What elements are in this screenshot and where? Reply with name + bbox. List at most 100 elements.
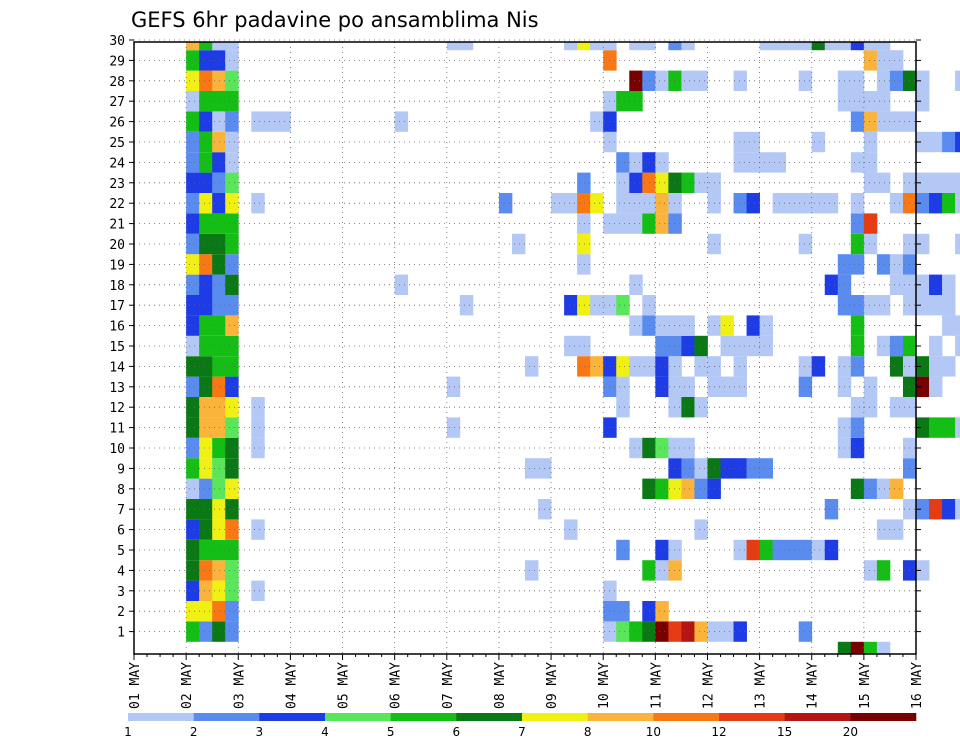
cell-member-17-step-25 [459,295,474,316]
colorbar-swatch [456,713,523,721]
cell-member-4-step-40 [655,560,669,581]
cell-member-22-step-32 [551,193,565,214]
cell-member-16-step-4 [186,315,200,336]
cell-member-17-step-7 [225,295,239,316]
cell-member-30-step-4 [186,42,200,51]
cell-member-1-step-42 [681,621,695,642]
chart-title: GEFS 6hr padavine po ansamblima Nis [131,8,539,32]
cell-member-25-step-4 [186,131,200,153]
cell-member-1-step-6 [212,621,226,642]
cell-member-19-step-6 [212,254,226,275]
cell-member-9-step-4 [186,458,200,479]
cell-member-14-step-38 [629,356,643,377]
cell-member-14-step-5 [199,356,213,377]
cell-member-21-step-4 [186,213,200,234]
colorbar-swatch [259,713,326,721]
cell-member-22-step-38 [629,193,643,214]
cell-member-21-step-7 [225,213,239,234]
cell-member-29-step-58 [889,50,904,71]
cell-member-7-step-7 [225,499,239,520]
cell-member-20-step-5 [199,233,213,255]
cell-member-4-step-57 [876,560,891,581]
cell-member-2-step-40 [655,601,669,622]
cell-member-26-step-7 [225,111,239,132]
cell-member-14-step-46 [733,356,747,377]
y-tick-label: 1 [117,626,125,641]
cell-member-0-step-54 [837,641,852,654]
cell-member-16-step-63 [955,315,960,336]
cell-member-23-step-57 [876,172,891,193]
cell-member-24-step-55 [850,152,865,173]
colorbar-swatch [653,713,720,721]
cell-member-22-step-60 [916,193,930,214]
cell-member-30-step-5 [199,42,213,51]
cell-member-10-step-40 [655,437,669,459]
cell-member-28-step-41 [668,70,682,91]
cell-member-27-step-4 [186,91,200,112]
cell-member-7-step-61 [929,499,943,520]
cell-member-21-step-55 [850,213,865,234]
colorbar-label: 20 [843,725,858,739]
cell-member-2-step-4 [186,601,200,622]
cell-member-22-step-62 [942,193,956,214]
cell-member-22-step-41 [668,193,682,214]
cell-member-13-step-6 [212,376,226,397]
cell-member-30-step-7 [225,42,239,51]
cell-member-22-step-9 [251,193,265,214]
cell-member-18-step-38 [629,274,643,295]
cell-member-5-step-40 [655,539,669,561]
colorbar-swatch [719,713,785,721]
cell-member-19-step-55 [850,254,865,275]
cell-member-7-step-62 [942,499,956,520]
cell-member-1-step-43 [694,621,708,642]
y-tick-label: 24 [109,156,125,171]
cell-member-30-step-54 [837,42,852,51]
cell-member-30-step-48 [759,42,774,51]
cell-member-26-step-55 [850,111,865,132]
y-tick-label: 26 [109,116,125,131]
colorbar-swatch [128,713,194,721]
cell-member-5-step-41 [668,539,682,561]
cell-member-27-step-37 [616,91,630,112]
cell-member-12-step-55 [850,397,865,418]
x-tick-label: 13 MAY [754,662,769,709]
cell-member-21-step-6 [212,213,226,234]
cell-member-2-step-5 [199,601,213,622]
cell-member-17-step-55 [850,295,865,316]
cell-member-16-step-38 [629,315,643,336]
cell-member-30-step-56 [863,42,878,51]
cell-member-30-step-50 [785,42,800,51]
cell-member-28-step-60 [916,70,930,91]
cell-member-12-step-42 [681,397,695,418]
cell-member-30-step-52 [811,42,826,51]
cell-member-17-step-4 [186,295,200,316]
cell-member-12-step-5 [199,397,213,418]
y-tick-label: 22 [109,197,125,212]
cell-member-10-step-6 [212,437,226,459]
cell-member-15-step-6 [212,335,226,357]
cell-member-4-step-60 [916,560,930,581]
cell-member-27-step-5 [199,91,213,112]
y-tick-label: 7 [117,503,125,518]
cell-member-15-step-33 [564,335,578,357]
cell-member-22-step-61 [929,193,943,214]
colorbar-label: 7 [518,725,526,739]
x-tick-label: 15 MAY [858,662,873,709]
cell-member-21-step-41 [668,213,682,234]
cell-member-13-step-5 [199,376,213,397]
cell-member-15-step-58 [889,335,904,357]
cell-member-9-step-47 [746,458,760,479]
cell-member-8-step-41 [668,478,682,499]
cell-member-17-step-6 [212,295,226,316]
cell-member-9-step-41 [668,458,682,479]
x-tick-label: 07 MAY [441,662,456,709]
cell-member-12-step-4 [186,397,200,418]
cell-member-15-step-45 [720,335,734,357]
cell-member-5-step-51 [798,539,813,561]
cell-member-5-step-48 [759,539,774,561]
colorbar-swatch [325,713,391,721]
cell-member-8-step-58 [889,478,904,499]
cell-member-17-step-62 [942,295,956,316]
cell-member-8-step-7 [225,478,239,499]
